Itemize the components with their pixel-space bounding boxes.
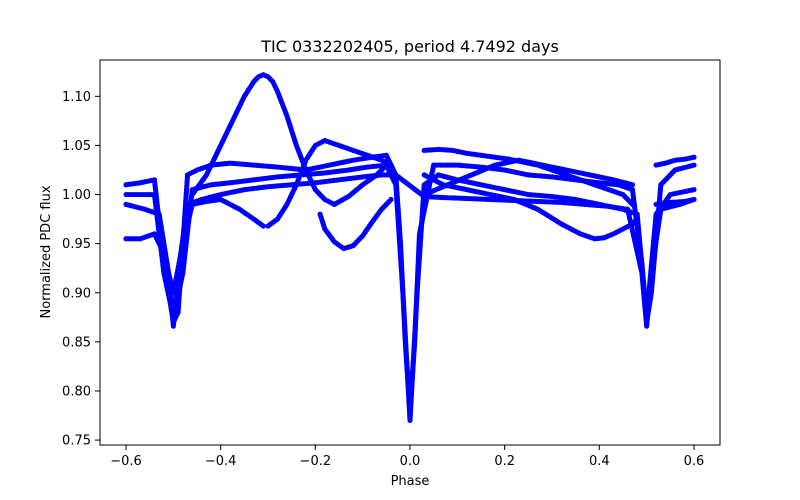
- data-points: [123, 72, 697, 424]
- data-point: [691, 162, 697, 168]
- x-tick-label: 0.4: [589, 454, 610, 469]
- y-tick-label: 0.95: [62, 237, 91, 252]
- data-point: [388, 196, 394, 203]
- y-axis: 0.75 0.80 0.85 0.90 0.95 1.00 1.05 1.10: [62, 90, 100, 449]
- y-tick-label: 1.00: [62, 188, 91, 203]
- x-axis: −0.6 −0.4 −0.2 0.0 0.2 0.4 0.6: [110, 445, 704, 469]
- data-point: [260, 223, 266, 229]
- data-point: [388, 162, 394, 168]
- x-tick-label: 0.2: [494, 454, 515, 469]
- y-tick-label: 0.90: [62, 286, 91, 301]
- series-right-rise: [421, 157, 636, 198]
- chart-title: TIC 0332202405, period 4.7492 days: [260, 37, 559, 56]
- x-tick-label: −0.4: [205, 454, 237, 469]
- series-dip-arc: [317, 196, 394, 252]
- series-bump: [189, 72, 389, 207]
- series-tail-right: [653, 154, 697, 168]
- data-point: [629, 182, 636, 188]
- data-point: [691, 196, 697, 203]
- series-tail-right-low: [653, 196, 697, 207]
- x-tick-label: 0.6: [684, 454, 705, 469]
- x-tick-label: 0.0: [400, 454, 421, 469]
- x-tick-label: −0.6: [110, 454, 142, 469]
- y-tick-label: 0.80: [62, 384, 91, 399]
- x-axis-label: Phase: [391, 474, 430, 489]
- y-tick-label: 1.10: [62, 90, 91, 105]
- data-point: [634, 216, 640, 222]
- series-low-band: [123, 196, 266, 296]
- y-tick-label: 0.85: [62, 335, 91, 350]
- y-tick-label: 1.05: [62, 139, 91, 154]
- data-point: [691, 154, 697, 160]
- y-axis-label: Normalized PDC flux: [39, 185, 54, 318]
- data-point: [691, 187, 697, 193]
- series-mid-arc-a: [265, 137, 394, 229]
- data-point: [629, 201, 636, 207]
- x-tick-label: −0.2: [300, 454, 332, 469]
- y-tick-label: 0.75: [62, 434, 91, 449]
